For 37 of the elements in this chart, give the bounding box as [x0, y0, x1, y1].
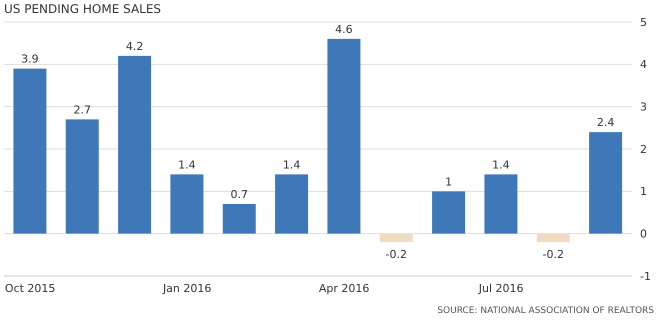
- y-tick-label: 5: [640, 16, 647, 29]
- data-label: -0.2: [542, 248, 564, 262]
- bar: [66, 119, 99, 234]
- data-label: 1: [445, 175, 452, 188]
- data-label: 2.7: [74, 103, 92, 116]
- bar: [536, 234, 570, 242]
- y-tick-label: -1: [640, 270, 651, 283]
- bar: [222, 204, 256, 234]
- data-label: 1.4: [492, 158, 510, 172]
- bar: [432, 191, 466, 234]
- y-tick-label: 0: [640, 228, 647, 241]
- data-label: -0.2: [386, 248, 407, 262]
- bar: [380, 234, 413, 242]
- y-tick-label: 2: [640, 142, 647, 156]
- bar: [484, 174, 518, 234]
- bar: [13, 68, 46, 234]
- x-tick-label: Apr 2016: [318, 282, 370, 295]
- bar: [275, 174, 308, 234]
- data-label: 3.9: [21, 52, 39, 66]
- data-label: 1.4: [282, 158, 300, 172]
- chart-title: US PENDING HOME SALES: [4, 2, 162, 16]
- x-tick-label: Jan 2016: [162, 282, 212, 295]
- data-label: 1.4: [178, 158, 196, 172]
- data-label: 4.2: [126, 40, 144, 53]
- data-label: 2.4: [596, 116, 614, 130]
- bar: [327, 38, 360, 234]
- source-note: SOURCE: NATIONAL ASSOCIATION OF REALTORS: [437, 306, 654, 316]
- data-label: 0.7: [230, 188, 248, 202]
- y-tick-label: 4: [640, 58, 647, 72]
- x-tick-label: Jul 2016: [478, 282, 524, 295]
- bar: [170, 174, 204, 234]
- y-tick-label: 3: [640, 100, 647, 114]
- bar: [589, 132, 622, 234]
- y-tick-label: 1: [640, 185, 647, 198]
- bar: [118, 56, 152, 234]
- x-tick-label: Oct 2015: [4, 282, 56, 295]
- data-label: 4.6: [335, 22, 353, 36]
